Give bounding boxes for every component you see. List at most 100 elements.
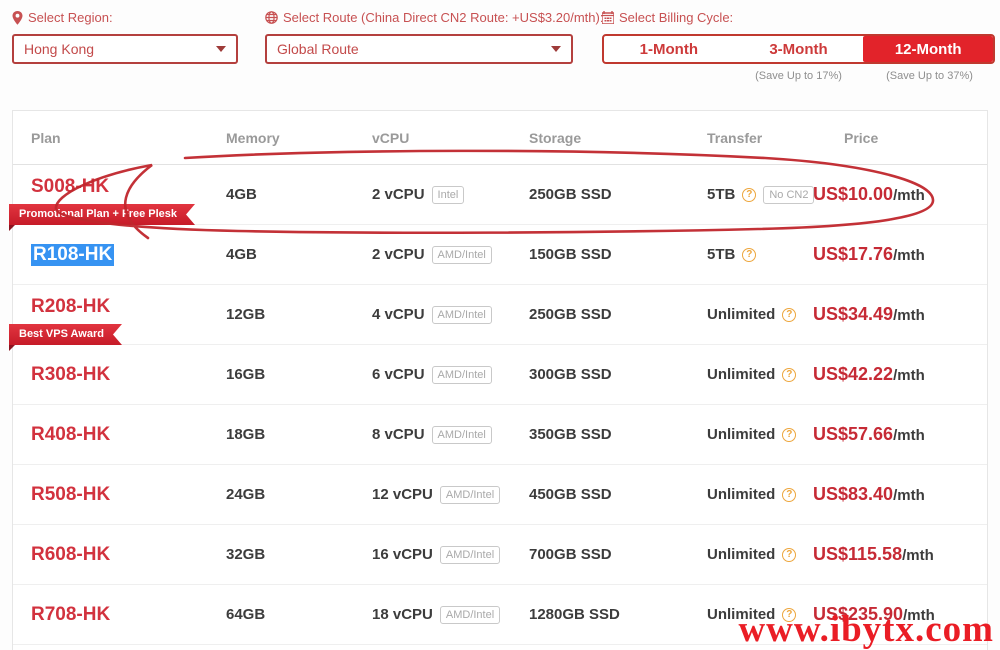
table-row[interactable]: R308-HK 16GB 6 vCPU AMD/Intel 300GB SSD … <box>13 345 987 405</box>
vcpu-value: 16 vCPU <box>372 546 433 563</box>
promo-ribbon-label: Promotional Plan + Free Plesk <box>9 204 195 225</box>
plan-cell: R308-HK <box>13 345 208 404</box>
price-cell: US$83.40 /mth <box>813 484 987 505</box>
promo-ribbon-label: Best VPS Award <box>9 324 122 345</box>
price-cell: US$34.49 /mth <box>813 304 987 325</box>
billing-cycle-segmented-control: 1-Month 3-Month 12-Month <box>602 34 995 64</box>
promo-ribbon: Promotional Plan + Free Plesk <box>9 204 195 231</box>
table-row[interactable]: R108-HK 4GB 2 vCPU AMD/Intel 150GB SSD 5… <box>13 225 987 285</box>
table-row[interactable]: R708-HK 64GB 18 vCPU AMD/Intel 1280GB SS… <box>13 585 987 645</box>
route-label: Select Route (China Direct CN2 Route: +U… <box>283 10 604 25</box>
transfer-value: Unlimited <box>707 546 776 563</box>
table-row[interactable]: S008-HK Promotional Plan + Free Plesk 4G… <box>9 165 987 231</box>
question-mark-icon[interactable]: ? <box>782 307 797 322</box>
billing-option-12-month[interactable]: 12-Month <box>863 36 993 62</box>
price-suffix: /mth <box>893 427 925 444</box>
transfer-value: 5TB <box>707 186 736 203</box>
price-value: US$42.22 <box>813 364 894 384</box>
pricing-table-card: Plan Memory vCPU Storage Transfer Price … <box>9 110 988 650</box>
transfer-cell: Unlimited ? <box>689 546 813 563</box>
plan-cell: R508-HK <box>13 465 208 524</box>
memory-value: 4GB <box>226 246 257 263</box>
transfer-value: Unlimited <box>707 366 776 383</box>
vcpu-value: 8 vCPU <box>372 426 425 443</box>
transfer-cell: Unlimited ? <box>689 486 813 503</box>
plan-name[interactable]: R708-HK <box>31 603 111 625</box>
table-row[interactable]: R608-HK 32GB 16 vCPU AMD/Intel 700GB SSD… <box>13 525 987 585</box>
savings-note <box>602 70 733 82</box>
storage-value: 700GB SSD <box>529 546 612 563</box>
cpu-type-badge: AMD/Intel <box>431 425 492 444</box>
price-cell: US$17.76 /mth <box>813 244 987 265</box>
location-pin-icon <box>12 10 23 25</box>
price-suffix: /mth <box>902 547 934 564</box>
vcpu-cell: 6 vCPU AMD/Intel <box>354 365 511 384</box>
question-mark-icon[interactable]: ? <box>782 487 797 502</box>
column-header-storage: Storage <box>529 129 582 146</box>
storage-value: 300GB SSD <box>529 366 612 383</box>
price-value: US$34.49 <box>813 304 894 324</box>
billing-option-1-month[interactable]: 1-Month <box>639 40 698 58</box>
question-mark-icon[interactable]: ? <box>782 607 797 622</box>
route-select[interactable]: Global Route <box>265 34 573 64</box>
region-control-group: Select Region: Hong Kong <box>12 10 238 64</box>
column-header-memory: Memory <box>226 129 280 146</box>
transfer-cell: Unlimited ? <box>689 606 813 623</box>
region-label-row: Select Region: <box>12 10 238 25</box>
question-mark-icon[interactable]: ? <box>782 367 797 382</box>
question-mark-icon[interactable]: ? <box>742 187 757 202</box>
region-label: Select Region: <box>28 10 113 25</box>
vcpu-cell: 2 vCPU AMD/Intel <box>354 245 511 264</box>
plan-name[interactable]: R208-HK <box>31 295 111 317</box>
table-row[interactable]: R208-HK Best VPS Award 12GB 4 vCPU AMD/I… <box>9 285 987 351</box>
price-value: US$83.40 <box>813 484 894 504</box>
vcpu-value: 2 vCPU <box>372 186 425 203</box>
cpu-type-badge: AMD/Intel <box>431 305 492 324</box>
plan-cell: R108-HK <box>13 225 208 284</box>
price-suffix: /mth <box>893 187 925 204</box>
transfer-value: 5TB <box>707 246 736 263</box>
question-mark-icon[interactable]: ? <box>782 427 797 442</box>
plan-name[interactable]: R408-HK <box>31 423 111 445</box>
question-mark-icon[interactable]: ? <box>782 547 797 562</box>
plan-cell: R408-HK <box>13 405 208 464</box>
memory-value: 64GB <box>226 606 266 623</box>
vcpu-cell: 2 vCPU Intel <box>354 185 511 204</box>
cpu-type-badge: AMD/Intel <box>431 245 492 264</box>
storage-value: 150GB SSD <box>529 246 612 263</box>
price-value: US$235.90 <box>813 604 904 624</box>
vcpu-value: 18 vCPU <box>372 606 433 623</box>
plan-name[interactable]: S008-HK <box>31 175 110 197</box>
route-control-group: Select Route (China Direct CN2 Route: +U… <box>265 10 603 64</box>
memory-value: 12GB <box>226 306 266 323</box>
storage-value: 350GB SSD <box>529 426 612 443</box>
billing-label: Select Billing Cycle: <box>619 10 734 25</box>
chevron-down-icon <box>216 46 226 52</box>
storage-value: 1280GB SSD <box>529 606 620 623</box>
table-row[interactable]: R508-HK 24GB 12 vCPU AMD/Intel 450GB SSD… <box>13 465 987 525</box>
table-row[interactable]: R408-HK 18GB 8 vCPU AMD/Intel 350GB SSD … <box>13 405 987 465</box>
price-suffix: /mth <box>903 607 935 624</box>
cpu-type-badge: AMD/Intel <box>439 545 501 564</box>
plan-name[interactable]: R308-HK <box>31 363 111 385</box>
transfer-value: Unlimited <box>707 306 776 323</box>
plan-name[interactable]: R608-HK <box>31 543 111 565</box>
cpu-type-badge: AMD/Intel <box>439 605 501 624</box>
billing-option-3-month[interactable]: 3-Month <box>769 40 828 58</box>
vcpu-value: 2 vCPU <box>372 246 425 263</box>
question-mark-icon[interactable]: ? <box>742 247 757 262</box>
storage-value: 450GB SSD <box>529 486 612 503</box>
no-cn2-badge: No CN2 <box>763 185 815 204</box>
column-header-vcpu: vCPU <box>372 129 410 146</box>
region-select[interactable]: Hong Kong <box>12 34 238 64</box>
vcpu-cell: 12 vCPU AMD/Intel <box>354 485 511 504</box>
memory-value: 18GB <box>226 426 266 443</box>
savings-note: (Save Up to 17%) <box>755 70 842 82</box>
price-cell: US$42.22 /mth <box>813 364 987 385</box>
globe-icon <box>265 11 278 24</box>
plan-name[interactable]: R108-HK <box>31 243 115 266</box>
price-cell: US$10.00 /mth <box>813 184 987 205</box>
chevron-down-icon <box>551 46 561 52</box>
plan-name[interactable]: R508-HK <box>31 483 111 505</box>
vcpu-value: 4 vCPU <box>372 306 425 323</box>
